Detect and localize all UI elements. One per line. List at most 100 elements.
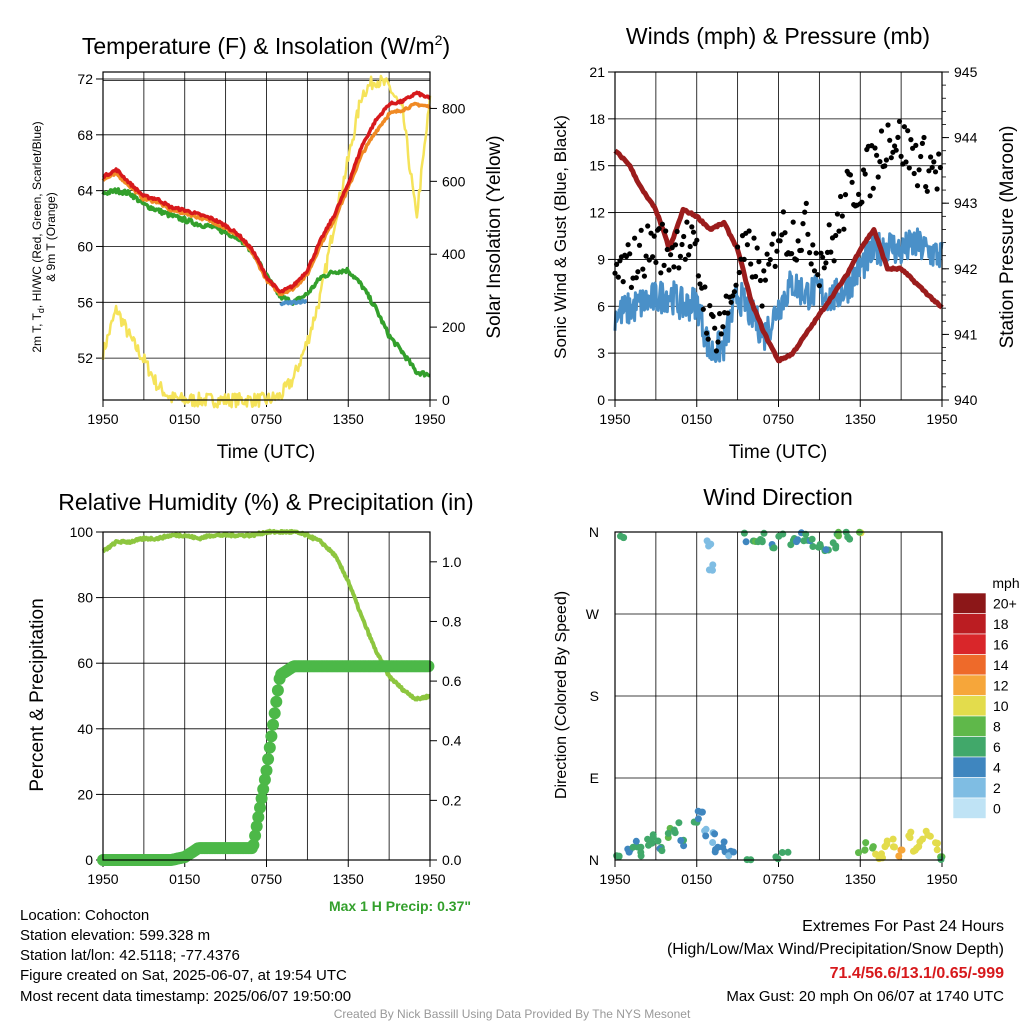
data-point: [916, 167, 922, 173]
data-point: [636, 242, 643, 248]
speed-legend: 20+ 18 16 14 12 10 8 6 4 2 0: [952, 592, 1017, 819]
data-point: [641, 273, 648, 279]
data-point: [882, 163, 888, 169]
data-point: [712, 325, 718, 331]
y-tick-label: W: [586, 606, 600, 622]
legend-swatch: [952, 674, 987, 696]
x-tick-label: 1350: [845, 411, 876, 427]
data-point: [867, 193, 873, 199]
data-point: [898, 846, 906, 854]
data-point: [633, 275, 639, 281]
data-point: [818, 250, 824, 256]
series-line: [102, 90, 431, 294]
data-point: [717, 311, 723, 317]
data-point: [694, 815, 702, 823]
data-point: [640, 266, 646, 272]
data-point: [265, 730, 278, 743]
info-location: Location: Cohocton: [20, 907, 150, 924]
data-point: [888, 155, 894, 161]
data-point: [766, 261, 772, 267]
panel-temperature: 52 56 60 64 68 72 0 200 400 600 800 1950 0150 0750 135…: [77, 71, 465, 427]
data-point: [255, 792, 268, 805]
plot-frame: [102, 71, 431, 401]
data-point: [758, 538, 766, 546]
data-point: [831, 258, 837, 264]
data-point: [748, 261, 754, 267]
data-point: [656, 226, 662, 232]
data-point: [885, 122, 891, 128]
y-tick-label: 20: [77, 786, 93, 802]
data-point: [635, 269, 641, 275]
max-precip-label: Max 1 H Precip: 0.37": [329, 898, 471, 914]
data-point: [859, 199, 865, 205]
data-point: [762, 277, 769, 283]
dir-ylabel: Direction (Colored By Speed): [553, 591, 570, 799]
y-tick-label: 52: [77, 350, 93, 366]
wind-xlabel: Time (UTC): [729, 442, 828, 463]
legend-swatch: [952, 797, 987, 819]
data-point: [924, 188, 930, 194]
data-point: [686, 252, 692, 258]
data-point: [822, 546, 830, 554]
x-tick-label: 1950: [414, 871, 445, 887]
dir-title: Wind Direction: [703, 484, 853, 510]
info-created: Figure created on Sat, 2025-06-07, at 19…: [20, 967, 347, 984]
data-point: [896, 118, 903, 124]
data-point: [658, 847, 666, 855]
data-point: [870, 185, 876, 191]
data-point: [654, 837, 662, 845]
data-point: [687, 243, 693, 250]
data-point: [680, 842, 688, 850]
rh-title: Relative Humidity (%) & Precipitation (i…: [58, 489, 473, 515]
data-point: [707, 303, 713, 309]
y2-tick-label: 400: [442, 246, 466, 262]
y-tick-label: 12: [589, 205, 605, 221]
legend-swatch: [952, 613, 987, 635]
data-point: [754, 245, 760, 251]
data-point: [698, 808, 706, 816]
rh-ylabel: Percent & Precipitation: [27, 598, 48, 791]
data-point: [620, 279, 626, 285]
data-point: [774, 855, 782, 863]
data-point: [905, 128, 911, 134]
data-point: [615, 853, 623, 861]
data-point: [658, 270, 664, 276]
y2-tick-label: 0.4: [442, 733, 462, 749]
temp-ylabel-line1: 2m T, Td, HI/WC (Red, Green, Scarlet/Blu…: [30, 121, 46, 352]
legend-label: 0: [993, 800, 1001, 816]
data-point: [731, 289, 738, 295]
x-tick-label: 1950: [87, 871, 118, 887]
y2-tick-label: 0.2: [442, 792, 462, 808]
data-point: [877, 159, 883, 165]
data-point: [249, 829, 262, 842]
data-point: [615, 274, 621, 280]
data-point: [632, 235, 638, 241]
panel-winds: 0 3 6 9 12 15 18 21 940 941 942 943 944 945 1950 0150 07…: [589, 64, 977, 427]
data-point: [811, 268, 818, 274]
x-tick-label: 0150: [681, 871, 712, 887]
y-tick-label: E: [590, 770, 599, 786]
legend-label: 8: [993, 718, 1001, 734]
series-line: [101, 74, 432, 409]
data-point: [777, 238, 783, 244]
data-point: [675, 819, 683, 827]
temp-title: Temperature (F) & Insolation (W/m2): [82, 32, 450, 59]
y2-tick-label: 941: [954, 326, 978, 342]
data-point: [677, 837, 685, 844]
x-tick-label: 1950: [87, 411, 118, 427]
data-point: [751, 235, 757, 241]
data-point: [878, 850, 885, 858]
data-point: [757, 277, 764, 284]
x-tick-label: 1350: [333, 871, 364, 887]
data-point: [893, 147, 899, 153]
legend-label: 12: [993, 677, 1009, 693]
legend-swatch: [952, 654, 987, 676]
x-tick-label: 0150: [681, 411, 712, 427]
data-point: [710, 313, 716, 319]
data-point: [829, 539, 837, 547]
data-point: [918, 153, 924, 160]
legend-swatch: [952, 736, 987, 758]
data-point: [911, 170, 917, 177]
plot-frame: [614, 531, 943, 861]
